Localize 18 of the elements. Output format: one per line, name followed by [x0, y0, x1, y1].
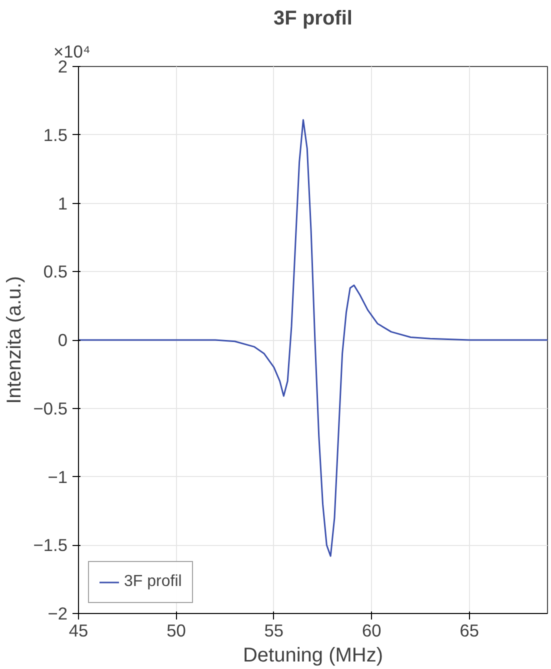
- y-axis-title: Intenzita (a.u.): [3, 276, 26, 404]
- y-tick-label: −2: [48, 604, 68, 624]
- x-tick-label: 55: [264, 620, 284, 640]
- y-tick-label: −1.5: [33, 535, 68, 556]
- y-tick-label: 0: [58, 330, 68, 350]
- x-tick-label: 50: [166, 620, 186, 640]
- x-axis-title: Detuning (MHz): [242, 644, 384, 666]
- y-tick-label: 0.5: [43, 262, 68, 282]
- y-tick-label: 1.5: [43, 124, 68, 145]
- x-tick-label: 60: [362, 620, 382, 640]
- chart-title: 3F profil: [274, 8, 352, 30]
- y-tick-label: −1: [48, 466, 68, 487]
- y-tick-label: −0.5: [33, 398, 68, 418]
- x-tick-label: 65: [460, 620, 479, 640]
- x-tick-label: 45: [68, 620, 88, 640]
- line-series: [78, 119, 548, 557]
- legend-label: 3F profil: [124, 573, 182, 591]
- y-tick-label: 1: [58, 193, 68, 214]
